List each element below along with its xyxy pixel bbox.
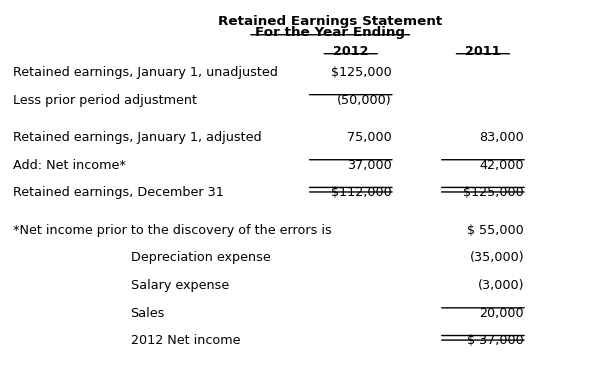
Text: 75,000: 75,000 [347, 131, 392, 144]
Text: 20,000: 20,000 [480, 307, 524, 320]
Text: Retained earnings, December 31: Retained earnings, December 31 [13, 186, 224, 199]
Text: Retained earnings, January 1, adjusted: Retained earnings, January 1, adjusted [13, 131, 262, 144]
Text: 37,000: 37,000 [347, 159, 392, 172]
Text: Add: Net income*: Add: Net income* [13, 159, 126, 172]
Text: 2012: 2012 [333, 45, 369, 58]
Text: 2011: 2011 [465, 45, 501, 58]
Text: $ 55,000: $ 55,000 [467, 223, 524, 237]
Text: 2012 Net income: 2012 Net income [130, 334, 240, 347]
Text: 42,000: 42,000 [480, 159, 524, 172]
Text: 83,000: 83,000 [479, 131, 524, 144]
Text: (50,000): (50,000) [337, 94, 392, 107]
Text: Retained earnings, January 1, unadjusted: Retained earnings, January 1, unadjusted [13, 66, 278, 79]
Text: Sales: Sales [130, 307, 165, 320]
Text: $ 37,000: $ 37,000 [467, 334, 524, 347]
Text: (35,000): (35,000) [470, 251, 524, 264]
Text: *Net income prior to the discovery of the errors is: *Net income prior to the discovery of th… [13, 223, 332, 237]
Text: Depreciation expense: Depreciation expense [130, 251, 270, 264]
Text: $125,000: $125,000 [463, 186, 524, 199]
Text: Retained Earnings Statement: Retained Earnings Statement [218, 15, 442, 28]
Text: (3,000): (3,000) [477, 279, 524, 292]
Text: $112,000: $112,000 [331, 186, 392, 199]
Text: Salary expense: Salary expense [130, 279, 229, 292]
Text: $125,000: $125,000 [331, 66, 392, 79]
Text: Less prior period adjustment: Less prior period adjustment [13, 94, 197, 107]
Text: For the Year Ending: For the Year Ending [255, 26, 405, 39]
